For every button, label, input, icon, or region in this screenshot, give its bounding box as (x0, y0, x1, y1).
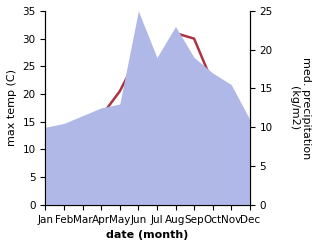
X-axis label: date (month): date (month) (107, 230, 189, 240)
Y-axis label: med. precipitation
(kg/m2): med. precipitation (kg/m2) (289, 57, 311, 159)
Y-axis label: max temp (C): max temp (C) (7, 69, 17, 146)
